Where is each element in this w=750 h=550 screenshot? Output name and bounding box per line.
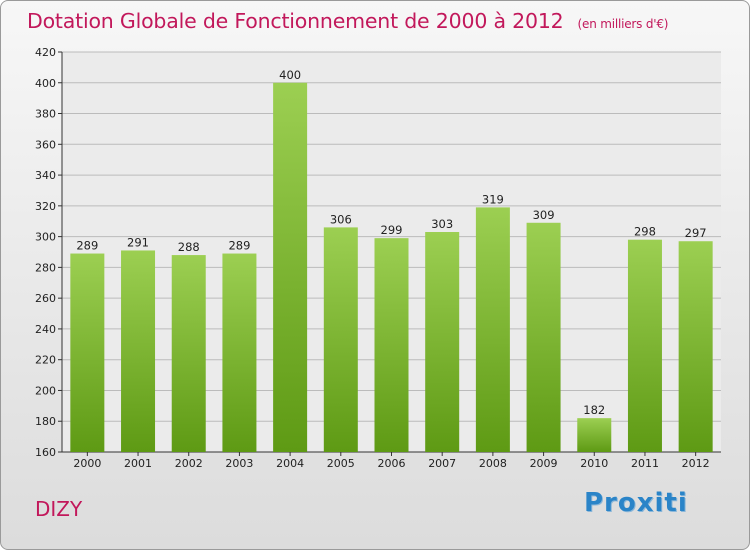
- y-tick-label: 420: [35, 46, 56, 59]
- bar-2003: [222, 253, 257, 452]
- bar-2007: [425, 232, 460, 452]
- x-tick-label-2010: 2010: [580, 457, 608, 470]
- x-tick-label-2012: 2012: [682, 457, 710, 470]
- data-label-2007: 303: [431, 217, 453, 231]
- x-tick-label-2006: 2006: [378, 457, 406, 470]
- y-tick-label: 400: [35, 77, 56, 90]
- data-label-2005: 306: [330, 212, 352, 226]
- data-label-2002: 288: [178, 240, 200, 254]
- x-tick-label-2002: 2002: [175, 457, 203, 470]
- bar-2009: [526, 222, 561, 452]
- chart-title: Dotation Globale de Fonctionnement de 20…: [27, 9, 668, 33]
- bar-2006: [374, 238, 409, 452]
- bar-2010: [577, 418, 612, 452]
- x-tick-label-2008: 2008: [479, 457, 507, 470]
- commune-name: DIZY: [35, 497, 83, 521]
- y-tick-label: 160: [35, 446, 56, 459]
- data-label-2011: 298: [634, 225, 656, 239]
- data-label-2006: 299: [381, 223, 403, 237]
- bar-2001: [121, 250, 156, 452]
- data-label-2001: 291: [127, 235, 149, 249]
- x-tick-label-2001: 2001: [124, 457, 152, 470]
- bar-2012: [678, 241, 713, 452]
- x-tick-label-2003: 2003: [225, 457, 253, 470]
- brand-logo: Proxiti: [584, 488, 688, 518]
- data-label-2012: 297: [685, 226, 707, 240]
- y-tick-label: 300: [35, 231, 56, 244]
- x-tick-label-2011: 2011: [631, 457, 659, 470]
- y-tick-label: 280: [35, 261, 56, 274]
- y-tick-label: 380: [35, 108, 56, 121]
- y-tick-label: 260: [35, 292, 56, 305]
- y-tick-label: 240: [35, 323, 56, 336]
- y-tick-label: 180: [35, 415, 56, 428]
- y-tick-label: 320: [35, 200, 56, 213]
- bar-2000: [70, 253, 105, 452]
- data-label-2003: 289: [228, 239, 250, 253]
- x-tick-label-2000: 2000: [73, 457, 101, 470]
- bar-2008: [475, 207, 510, 452]
- bar-2005: [323, 227, 358, 452]
- chart-subtitle: (en milliers d'€): [577, 17, 669, 31]
- bar-2011: [627, 239, 662, 452]
- x-tick-label-2005: 2005: [327, 457, 355, 470]
- y-tick-label: 340: [35, 169, 56, 182]
- x-tick-label-2004: 2004: [276, 457, 304, 470]
- x-tick-label-2007: 2007: [428, 457, 456, 470]
- data-label-2008: 319: [482, 192, 504, 206]
- y-tick-label: 200: [35, 384, 56, 397]
- chart-title-text: Dotation Globale de Fonctionnement de 20…: [27, 9, 564, 33]
- y-tick-label: 220: [35, 354, 56, 367]
- data-label-2000: 289: [76, 239, 98, 253]
- x-tick-label-2009: 2009: [530, 457, 558, 470]
- data-label-2004: 400: [279, 68, 301, 82]
- data-label-2009: 309: [533, 208, 555, 222]
- y-tick-label: 360: [35, 138, 56, 151]
- bar-2002: [171, 255, 206, 452]
- bar-2004: [273, 82, 308, 453]
- data-label-2010: 182: [583, 403, 605, 417]
